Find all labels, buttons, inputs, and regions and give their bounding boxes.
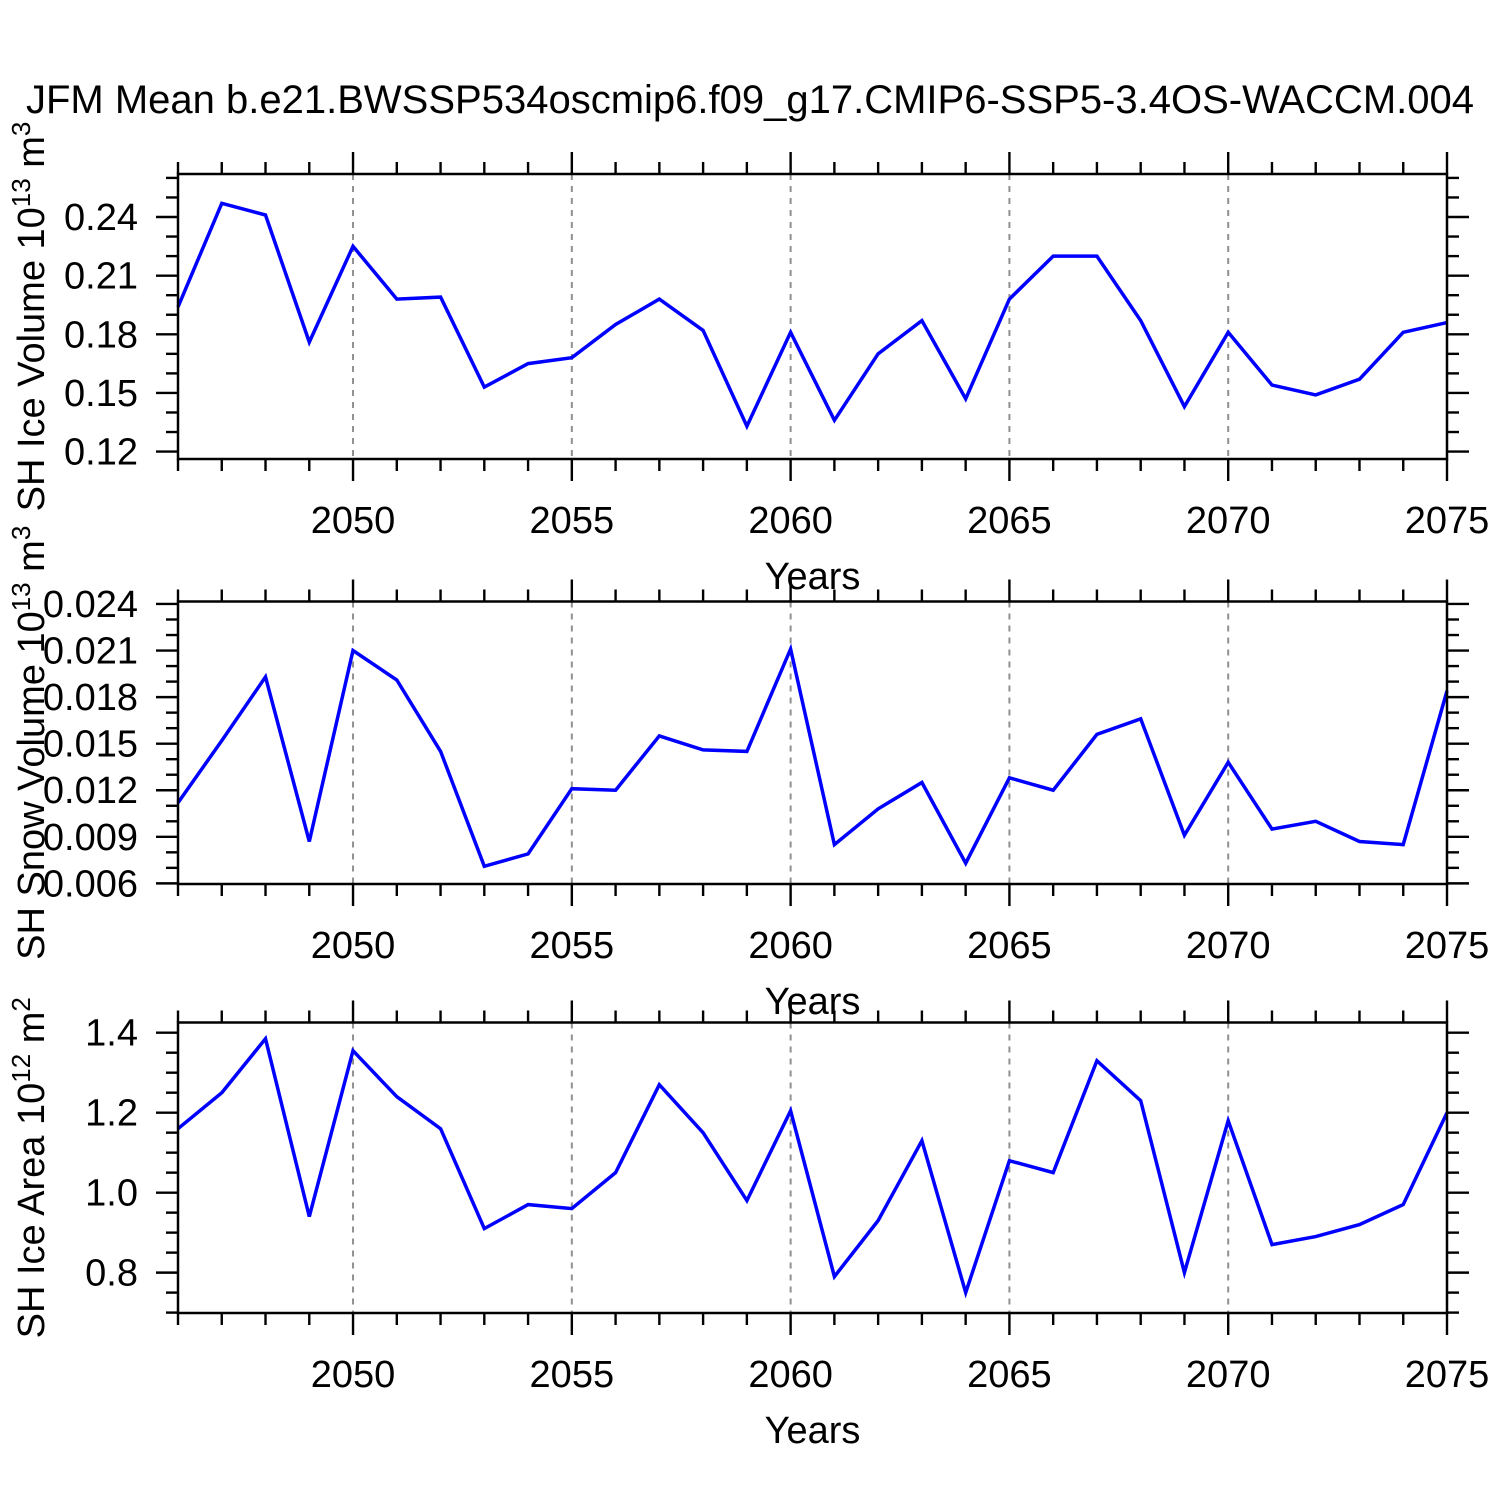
data-line-sh-ice-area xyxy=(176,1034,1449,1299)
x-tick-label: 2065 xyxy=(967,500,1052,542)
x-axis-title: Years xyxy=(765,1410,861,1452)
x-tick-label: 2050 xyxy=(311,925,396,967)
x-tick-label: 2075 xyxy=(1405,1354,1490,1396)
x-tick-label: 2050 xyxy=(311,1354,396,1396)
panel-sh-ice-area: 0.8 1.0 1.2 1.4 2050 2055 2060 2065 2070 2075 Year… xyxy=(6,997,1489,1452)
x-axis-title: Years xyxy=(765,981,861,1023)
y-tick-label: 1.4 xyxy=(85,1013,138,1055)
x-tick-label: 2055 xyxy=(530,1354,615,1396)
x-tick-label: 2070 xyxy=(1186,500,1271,542)
y-tick-label: 0.018 xyxy=(43,677,138,719)
x-tick-label: 2060 xyxy=(748,925,833,967)
y-tick-label: 0.15 xyxy=(64,373,138,415)
plot-frame xyxy=(176,1021,1449,1315)
y-tick-label: 0.12 xyxy=(64,432,138,474)
y-tick-label: 0.015 xyxy=(43,724,138,766)
plot-frame xyxy=(176,172,1449,461)
y-tick-label: 0.24 xyxy=(64,197,138,239)
x-tick-label: 2065 xyxy=(967,1354,1052,1396)
y-tick-label: 1.2 xyxy=(85,1093,138,1135)
panels: 0.12 0.15 0.18 0.21 0.24 2050 2055 2060 2065 2070… xyxy=(6,122,1489,1452)
x-tick-label: 2065 xyxy=(967,925,1052,967)
y-tick-label: 0.012 xyxy=(43,770,138,812)
x-tick-label: 2075 xyxy=(1405,500,1490,542)
y-tick-label: 0.21 xyxy=(64,256,138,298)
x-tick-label: 2060 xyxy=(748,500,833,542)
y-tick-label: 0.18 xyxy=(64,314,138,356)
x-tick-label: 2060 xyxy=(748,1354,833,1396)
panel-sh-ice-volume: 0.12 0.15 0.18 0.21 0.24 2050 2055 2060 2065 2070… xyxy=(6,122,1489,598)
y-axis-title: SH Ice Area 1012 m2 xyxy=(6,997,53,1338)
y-tick-label: 0.024 xyxy=(43,584,138,626)
y-tick-label: 1.0 xyxy=(85,1173,138,1215)
y-tick-label: 0.8 xyxy=(85,1253,138,1295)
x-axis-title: Years xyxy=(765,556,861,598)
y-tick-label: 0.006 xyxy=(43,863,138,905)
chart-title: JFM Mean b.e21.BWSSP534oscmip6.f09_g17.C… xyxy=(26,78,1474,122)
y-tick-label: 0.009 xyxy=(43,817,138,859)
data-line-sh-ice-volume xyxy=(176,201,1448,431)
x-tick-label: 2050 xyxy=(311,500,396,542)
x-tick-label: 2070 xyxy=(1186,1354,1271,1396)
x-tick-label: 2055 xyxy=(530,500,615,542)
y-axis-title: SH Snow Volume 1013 m3 xyxy=(6,526,53,960)
y-axis-title: SH Ice Volume 1013 m3 xyxy=(6,122,53,512)
y-tick-label: 0.021 xyxy=(43,631,138,673)
x-tick-label: 2070 xyxy=(1186,925,1271,967)
x-tick-label: 2055 xyxy=(530,925,615,967)
data-line-sh-snow-volume xyxy=(176,643,1449,869)
x-tick-label: 2075 xyxy=(1405,925,1490,967)
